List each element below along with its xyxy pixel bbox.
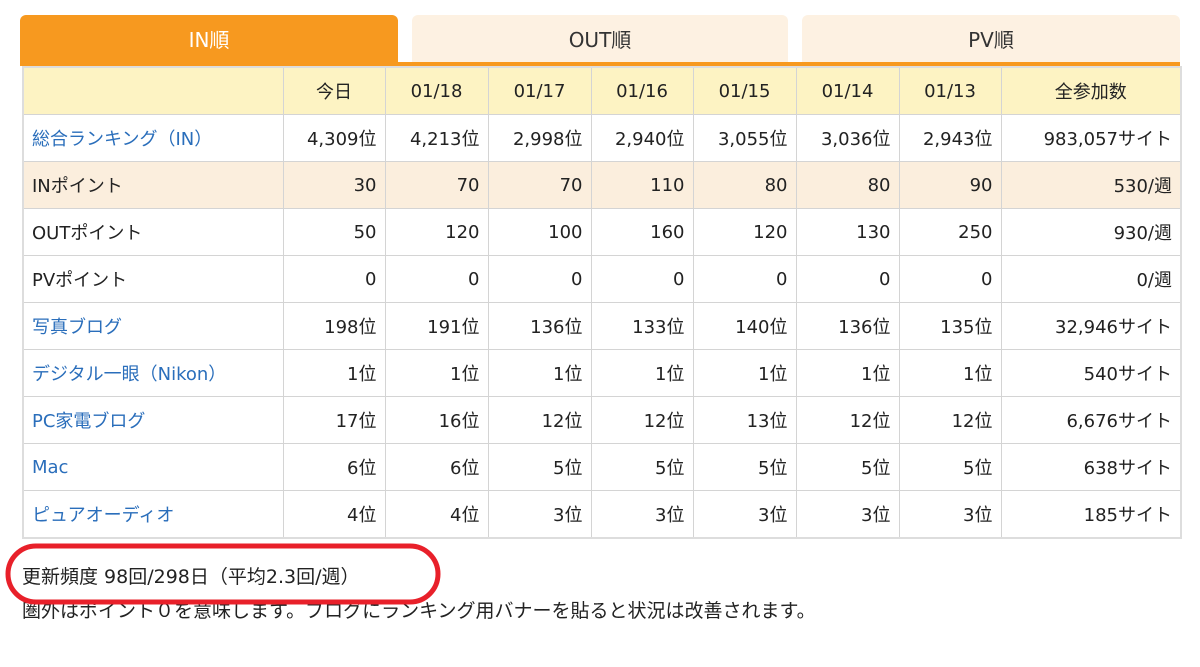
header-cell: 01/18 xyxy=(384,66,489,115)
cell: 3位 xyxy=(898,490,1002,539)
cell: 32,946サイト xyxy=(1000,302,1182,350)
cell: 3位 xyxy=(795,490,900,539)
row-link[interactable]: デジタル一眼（Nikon） xyxy=(32,364,227,385)
cell: 530/週 xyxy=(1000,161,1182,209)
row-link[interactable]: 写真ブログ xyxy=(32,317,122,338)
header-cell: 01/16 xyxy=(590,66,694,115)
cell: 0 xyxy=(590,255,694,303)
cell: 13位 xyxy=(692,396,797,444)
cell: 5位 xyxy=(487,443,592,491)
cell: 1位 xyxy=(487,349,592,397)
header-cell: 今日 xyxy=(282,66,386,115)
cell: 120 xyxy=(692,208,797,256)
row-link[interactable]: Mac xyxy=(32,456,69,478)
cell: 133位 xyxy=(590,302,694,350)
cell: 12位 xyxy=(898,396,1002,444)
footnote: 圏外はポイント０を意味します。ブログにランキング用バナーを貼ると状況は改善されま… xyxy=(22,600,816,622)
cell: 638サイト xyxy=(1000,443,1182,491)
table-row: 総合ランキング（IN） 4,309位 4,213位 2,998位 2,940位 3,055… xyxy=(22,114,1182,162)
cell: 198位 xyxy=(282,302,386,350)
cell: 0 xyxy=(282,255,386,303)
cell: 6位 xyxy=(282,443,386,491)
table-row: Mac 6位 6位 5位 5位 5位 5位 5位 638サイト xyxy=(22,443,1182,491)
cell: 135位 xyxy=(898,302,1002,350)
cell: 4位 xyxy=(282,490,386,539)
cell: 5位 xyxy=(590,443,694,491)
cell: 1位 xyxy=(384,349,489,397)
cell: 12位 xyxy=(487,396,592,444)
row-link[interactable]: ピュアオーディオ xyxy=(32,505,175,526)
highlight-circle xyxy=(5,543,441,605)
cell: 6,676サイト xyxy=(1000,396,1182,444)
row-label: OUTポイント xyxy=(22,208,284,256)
table-row: OUTポイント 50 120 100 160 120 130 250 930/週 xyxy=(22,208,1182,256)
tab[interactable]: PV順 xyxy=(802,15,1180,63)
row-label: 写真ブログ xyxy=(22,302,284,350)
table-row: INポイント 30 70 70 110 80 80 90 530/週 xyxy=(22,161,1182,209)
cell: 3,036位 xyxy=(795,114,900,162)
cell: 1位 xyxy=(898,349,1002,397)
cell: 1位 xyxy=(692,349,797,397)
row-label: 総合ランキング（IN） xyxy=(22,114,284,162)
row-label: デジタル一眼（Nikon） xyxy=(22,349,284,397)
header-row: 今日 01/18 01/17 01/16 01/15 01/14 01/13 全参加数 xyxy=(22,66,1182,115)
row-label: PC家電ブログ xyxy=(22,396,284,444)
row-label: INポイント xyxy=(22,161,284,209)
cell: 3位 xyxy=(692,490,797,539)
header-cell: 01/15 xyxy=(692,66,797,115)
cell: 80 xyxy=(692,161,797,209)
header-cell: 01/17 xyxy=(487,66,592,115)
cell: 30 xyxy=(282,161,386,209)
cell: 17位 xyxy=(282,396,386,444)
update-frequency: 更新頻度 98回/298日（平均2.3回/週） xyxy=(22,566,360,588)
cell: 4,309位 xyxy=(282,114,386,162)
cell: 3,055位 xyxy=(692,114,797,162)
row-link[interactable]: 総合ランキング（IN） xyxy=(32,129,213,150)
cell: 5位 xyxy=(898,443,1002,491)
cell: 140位 xyxy=(692,302,797,350)
cell: 0/週 xyxy=(1000,255,1182,303)
cell: 191位 xyxy=(384,302,489,350)
cell: 136位 xyxy=(487,302,592,350)
cell: 1位 xyxy=(590,349,694,397)
cell: 12位 xyxy=(590,396,694,444)
table-row: PVポイント 0 0 0 0 0 0 0 0/週 xyxy=(22,255,1182,303)
ranking-table: 今日 01/18 01/17 01/16 01/15 01/14 01/13 全参加数総合ラン… xyxy=(22,66,1182,539)
cell: 160 xyxy=(590,208,694,256)
cell: 2,998位 xyxy=(487,114,592,162)
cell: 70 xyxy=(384,161,489,209)
table-row: 写真ブログ 198位 191位 136位 133位 140位 136位 135位 32,946サ… xyxy=(22,302,1182,350)
header-cell: 01/13 xyxy=(898,66,1002,115)
tab-underline xyxy=(20,62,1180,66)
cell: 540サイト xyxy=(1000,349,1182,397)
table-row: ピュアオーディオ 4位 4位 3位 3位 3位 3位 3位 185サイト xyxy=(22,490,1182,539)
cell: 1位 xyxy=(282,349,386,397)
row-label: ピュアオーディオ xyxy=(22,490,284,539)
cell: 90 xyxy=(898,161,1002,209)
cell: 100 xyxy=(487,208,592,256)
cell: 3位 xyxy=(590,490,694,539)
cell: 930/週 xyxy=(1000,208,1182,256)
table-row: デジタル一眼（Nikon） 1位 1位 1位 1位 1位 1位 1位 540サイト xyxy=(22,349,1182,397)
cell: 5位 xyxy=(692,443,797,491)
header-cell: 01/14 xyxy=(795,66,900,115)
header-cell: 全参加数 xyxy=(1000,66,1182,115)
cell: 80 xyxy=(795,161,900,209)
tab[interactable]: IN順 xyxy=(20,15,398,63)
row-link[interactable]: PC家電ブログ xyxy=(32,411,146,432)
cell: 70 xyxy=(487,161,592,209)
cell: 130 xyxy=(795,208,900,256)
row-label: Mac xyxy=(22,443,284,491)
cell: 6位 xyxy=(384,443,489,491)
cell: 2,943位 xyxy=(898,114,1002,162)
header-cell xyxy=(22,66,284,115)
cell: 5位 xyxy=(795,443,900,491)
cell: 1位 xyxy=(795,349,900,397)
cell: 110 xyxy=(590,161,694,209)
tab[interactable]: OUT順 xyxy=(412,15,788,63)
cell: 185サイト xyxy=(1000,490,1182,539)
table-row: PC家電ブログ 17位 16位 12位 12位 13位 12位 12位 6,676サイト xyxy=(22,396,1182,444)
